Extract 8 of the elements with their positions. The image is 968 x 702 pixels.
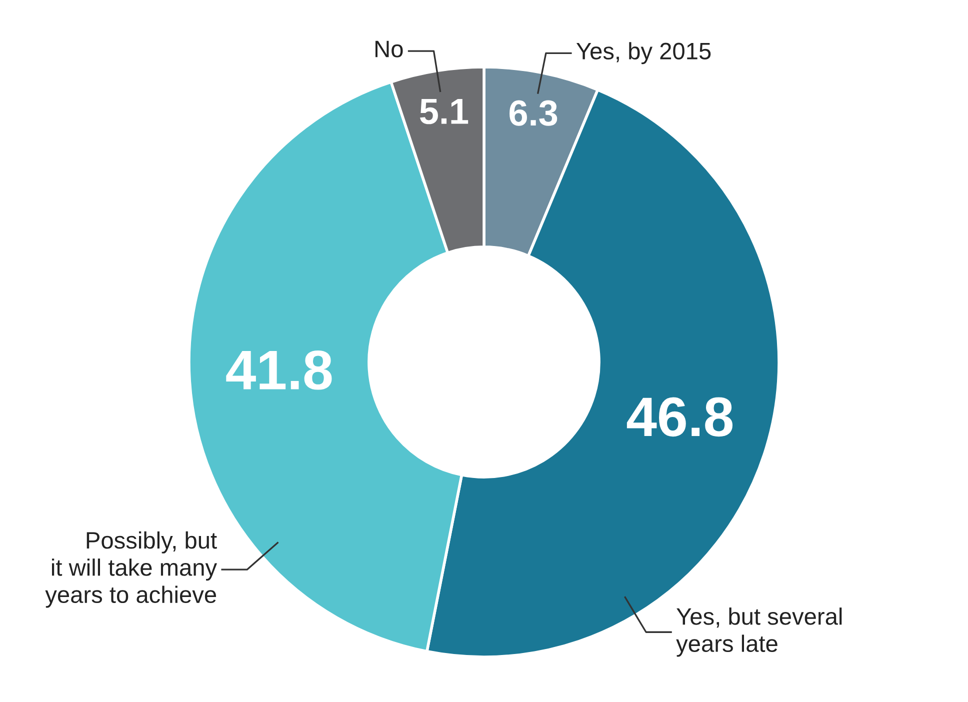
slice-label: Yes, by 2015: [576, 42, 711, 64]
data-label: 6.3: [510, 100, 558, 126]
slice-label: No: [376, 40, 403, 58]
data-label: 41.8: [226, 350, 332, 390]
data-label: 5.1: [420, 98, 468, 124]
data-label: 46.8: [626, 397, 733, 437]
slice-label: Possibly, but it will take many years to achieve: [45, 531, 218, 608]
slice-label: Yes, but several years late: [676, 608, 842, 657]
